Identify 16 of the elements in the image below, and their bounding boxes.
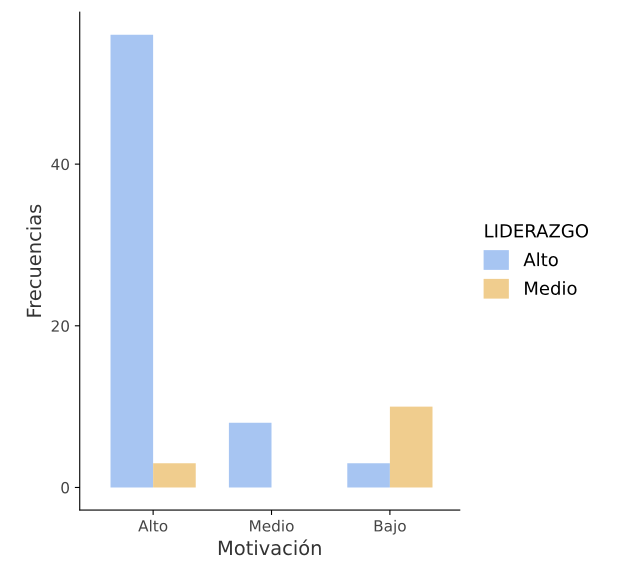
legend-label: Medio [525,281,577,296]
bar [110,34,154,488]
y-axis-title: Frecuencias [26,204,42,317]
legend-label: Alto [523,252,558,266]
x-tick-label: Medio [250,520,294,532]
bar [347,463,390,488]
x-tick-label: Bajo [374,520,406,535]
bar [390,406,433,488]
y-tick-label: 40 [51,158,69,170]
bar [153,463,196,488]
x-axis-title: Motivación [218,539,321,556]
y-tick-label: 0 [61,482,69,494]
x-tick-label: Alto [138,520,168,532]
legend-title: LIDERAZGO [485,224,588,238]
y-tick-label: 20 [52,320,69,332]
bar [228,422,272,488]
